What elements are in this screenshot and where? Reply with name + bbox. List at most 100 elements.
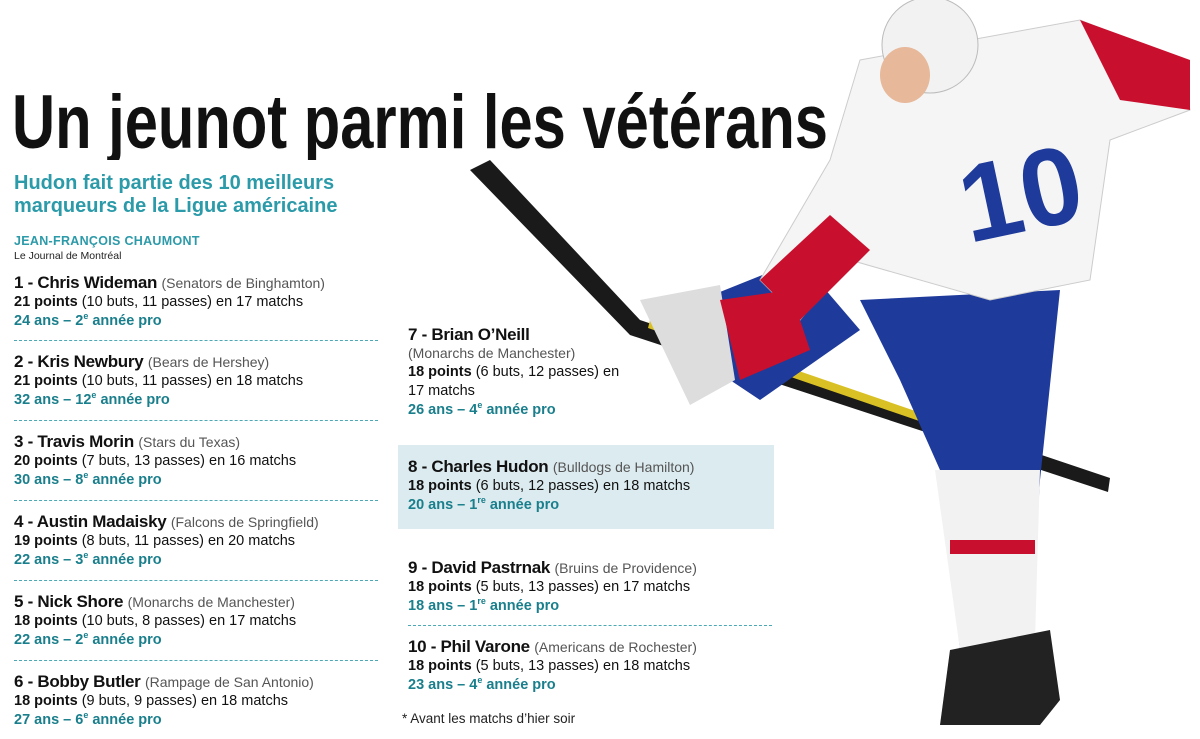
- player-team: (Bulldogs de Hamilton): [552, 459, 695, 475]
- player-team: (Bears de Hershey): [147, 354, 270, 370]
- career-tail: année pro: [88, 313, 162, 329]
- career-tail: année pro: [485, 497, 560, 513]
- player-entry: 9 - David Pastrnak (Bruins de Providence…: [408, 558, 768, 616]
- player-header: 3 - Travis Morin (Stars du Texas): [14, 432, 384, 452]
- career-age: 22 ans – 3: [14, 552, 84, 568]
- player-career: 26 ans – 4e année pro: [408, 401, 638, 420]
- player-entry: 7 - Brian O’Neill (Monarchs de Manchester…: [408, 325, 638, 420]
- player-name: 3 - Travis Morin: [14, 432, 134, 451]
- career-sup: re: [477, 495, 486, 506]
- points: 18 points: [408, 658, 472, 674]
- player-points: 21 points (10 buts, 11 passes) en 18 mat…: [14, 372, 384, 391]
- subtitle: Hudon fait partie des 10 meilleurs marqu…: [14, 172, 338, 217]
- points: 18 points: [408, 364, 472, 380]
- player-points: 18 points (6 buts, 12 passes) en 18 matc…: [408, 477, 764, 496]
- points-detail: (6 buts, 12 passes) en 17 matchs: [408, 364, 620, 399]
- player-name: 9 - David Pastrnak: [408, 558, 550, 577]
- player-entry: 2 - Kris Newbury (Bears de Hershey) 21 po…: [14, 352, 384, 410]
- player-career: 32 ans – 12e année pro: [14, 391, 384, 410]
- player-points: 21 points (10 buts, 11 passes) en 17 mat…: [14, 293, 384, 312]
- player-header: 1 - Chris Wideman (Senators de Binghamto…: [14, 273, 384, 293]
- points: 19 points: [14, 533, 78, 549]
- career-age: 22 ans – 2: [14, 632, 84, 648]
- career-age: 20 ans – 1: [408, 497, 478, 513]
- career-age: 32 ans – 12: [14, 392, 92, 408]
- player-entry: 10 - Phil Varone (Americans de Rochester…: [408, 637, 768, 695]
- points: 18 points: [408, 579, 472, 595]
- player-entry: 6 - Bobby Butler (Rampage de San Antonio…: [14, 672, 384, 730]
- player-entry: 1 - Chris Wideman (Senators de Binghamto…: [14, 273, 384, 331]
- career-tail: année pro: [88, 472, 162, 488]
- player-career: 20 ans – 1re année pro: [408, 496, 764, 515]
- player-entry: 5 - Nick Shore (Monarchs de Manchester) 1…: [14, 592, 384, 650]
- points: 21 points: [14, 373, 78, 389]
- player-career: 23 ans – 4e année pro: [408, 676, 768, 695]
- player-career: 30 ans – 8e année pro: [14, 471, 384, 490]
- player-career: 22 ans – 3e année pro: [14, 551, 384, 570]
- stick: [470, 160, 1110, 492]
- separator: [14, 580, 378, 581]
- player-points: 19 points (8 buts, 11 passes) en 20 matc…: [14, 532, 384, 551]
- career-sup: e: [477, 400, 483, 411]
- footnote: * Avant les matchs d’hier soir: [402, 711, 576, 726]
- separator: [408, 625, 772, 626]
- separator: [14, 660, 378, 661]
- player-team: (Monarchs de Manchester): [127, 594, 295, 610]
- player-header: 6 - Bobby Butler (Rampage de San Antonio…: [14, 672, 384, 692]
- player-team: (Monarchs de Manchester): [408, 345, 576, 361]
- player-name: 2 - Kris Newbury: [14, 352, 144, 371]
- player-points: 18 points (5 buts, 13 passes) en 17 matc…: [408, 578, 768, 597]
- career-age: 27 ans – 6: [14, 712, 84, 728]
- career-age: 30 ans – 8: [14, 472, 84, 488]
- career-age: 26 ans – 4: [408, 402, 478, 418]
- career-tail: année pro: [485, 598, 560, 614]
- skate-2: [640, 285, 735, 405]
- career-tail: année pro: [482, 402, 556, 418]
- glove: [720, 290, 810, 380]
- player-career: 18 ans – 1re année pro: [408, 597, 768, 616]
- career-tail: année pro: [88, 632, 162, 648]
- points-detail: (6 buts, 12 passes) en 18 matchs: [475, 478, 691, 494]
- player-team: (Falcons de Springfield): [170, 514, 319, 530]
- points-detail: (5 buts, 13 passes) en 17 matchs: [475, 579, 691, 595]
- points-detail: (7 buts, 13 passes) en 16 matchs: [81, 453, 297, 469]
- player-header: 8 - Charles Hudon (Bulldogs de Hamilton): [408, 457, 764, 477]
- player-points: 20 points (7 buts, 13 passes) en 16 matc…: [14, 452, 384, 471]
- player-name: 8 - Charles Hudon: [408, 457, 549, 476]
- career-age: 18 ans – 1: [408, 598, 478, 614]
- player-points: 18 points (9 buts, 9 passes) en 18 match…: [14, 692, 384, 711]
- player-name: 1 - Chris Wideman: [14, 273, 158, 292]
- jersey-number: 10: [948, 121, 1093, 267]
- career-sup: e: [83, 311, 89, 322]
- points-detail: (9 buts, 9 passes) en 18 matchs: [81, 693, 289, 709]
- career-sup: e: [83, 630, 89, 641]
- title: Un jeunot parmi les vétérans: [12, 80, 828, 160]
- player-header: 2 - Kris Newbury (Bears de Hershey): [14, 352, 384, 372]
- sock-stripe: [950, 540, 1035, 554]
- career-tail: année pro: [88, 712, 162, 728]
- player-header: 4 - Austin Madaisky (Falcons de Springfi…: [14, 512, 384, 532]
- publication: Le Journal de Montréal: [14, 250, 122, 262]
- career-sup: e: [83, 550, 89, 561]
- player-header: 7 - Brian O’Neill (Monarchs de Manchester…: [408, 325, 638, 363]
- player-points: 18 points (10 buts, 8 passes) en 17 matc…: [14, 612, 384, 631]
- points-detail: (10 buts, 11 passes) en 18 matchs: [81, 373, 304, 389]
- points: 20 points: [14, 453, 78, 469]
- player-header: 5 - Nick Shore (Monarchs de Manchester): [14, 592, 384, 612]
- separator: [14, 500, 378, 501]
- player-career: 22 ans – 2e année pro: [14, 631, 384, 650]
- career-sup: re: [477, 596, 486, 607]
- career-age: 23 ans – 4: [408, 677, 478, 693]
- points-detail: (10 buts, 11 passes) en 17 matchs: [81, 294, 304, 310]
- points-detail: (5 buts, 13 passes) en 18 matchs: [475, 658, 691, 674]
- player-entry: 3 - Travis Morin (Stars du Texas) 20 poin…: [14, 432, 384, 490]
- player-team: (Senators de Binghamton): [161, 275, 325, 291]
- career-sup: e: [477, 675, 483, 686]
- player-name: 10 - Phil Varone: [408, 637, 530, 656]
- title-box: Un jeunot parmi les vétérans: [12, 80, 828, 160]
- player-team: (Bruins de Providence): [554, 560, 697, 576]
- separator: [14, 420, 378, 421]
- player-name: 4 - Austin Madaisky: [14, 512, 167, 531]
- player-points: 18 points (5 buts, 13 passes) en 18 matc…: [408, 657, 768, 676]
